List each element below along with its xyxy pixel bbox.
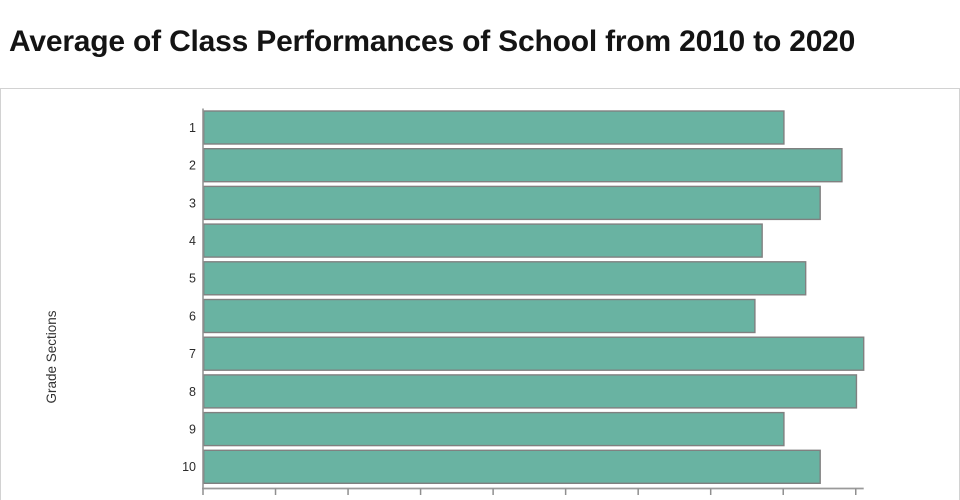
chart-panel: 1 2 3 4 5 6 7 8 9 10 Grade Sections: [0, 88, 960, 500]
bar: [202, 449, 821, 484]
bar: [202, 223, 763, 258]
bar: [202, 148, 843, 183]
y-tick-label: 4: [189, 234, 196, 248]
bar: [202, 110, 785, 145]
bar: [202, 411, 785, 447]
y-tick-label: 5: [189, 272, 196, 286]
bar: [202, 298, 756, 334]
y-tick-label: 10: [182, 460, 196, 474]
y-tick-label: 6: [189, 309, 196, 323]
bar: [202, 261, 807, 296]
y-tick-label: 2: [189, 159, 196, 173]
y-tick-label: 3: [189, 196, 196, 210]
y-axis-title: Grade Sections: [44, 310, 59, 403]
bar: [202, 374, 858, 409]
bar: [202, 336, 865, 371]
y-tick-label: 7: [189, 347, 196, 361]
y-tick-label: 1: [189, 121, 196, 135]
bar-chart-canvas: 1 2 3 4 5 6 7 8 9 10 Grade Sections: [44, 108, 865, 495]
bar: [202, 185, 821, 221]
chart-title: Average of Class Performances of School …: [9, 25, 856, 58]
y-tick-label: 8: [189, 385, 196, 399]
y-tick-label: 9: [189, 423, 196, 437]
